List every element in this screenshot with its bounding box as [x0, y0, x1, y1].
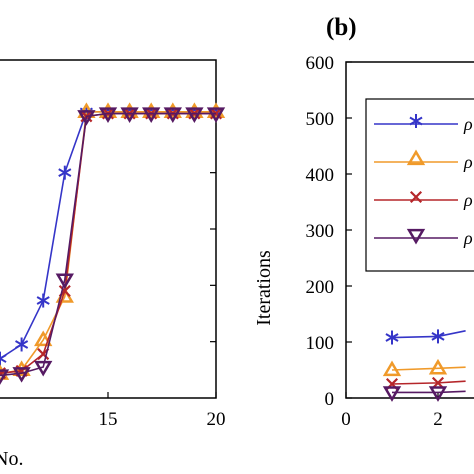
- panel-b-series-1-point: [428, 358, 448, 375]
- panel-a-x-axis-title: No.: [0, 448, 23, 470]
- panel-a-series-3-point: [98, 107, 118, 123]
- panel-b-series-2-line: [391, 380, 466, 385]
- panel-b-y-tick-label: 300: [306, 221, 335, 242]
- panel-a-series-3-point: [120, 107, 139, 123]
- panel-b-legend-marker: [406, 149, 426, 166]
- panel-a-series-0-line: [0, 111, 216, 360]
- panel-b-y-tick-label: 200: [306, 277, 335, 298]
- panel-a-series-3-point: [163, 107, 182, 123]
- panel-b-series-3-point: [428, 386, 448, 402]
- panel-a-x-tick-label: 20: [207, 409, 226, 430]
- panel-a-x-tick-label: 15: [99, 409, 118, 430]
- panel-a-series-3-point: [12, 367, 31, 383]
- panel-b-legend-marker: [409, 190, 423, 204]
- panel-a-series-3-point: [77, 110, 96, 126]
- panel-b-x-tick-label: 2: [433, 409, 443, 430]
- panel-a-series-1-point: [34, 330, 53, 347]
- panel-b-y-tick-label: 600: [306, 53, 335, 74]
- panel-a-series-3-point: [142, 107, 161, 123]
- panel-a-series-3-point: [34, 360, 53, 377]
- panel-b-series-3-point: [382, 386, 402, 402]
- panel-b-series-0-line: [391, 330, 466, 339]
- panel-b-legend-label: ρ: [463, 152, 473, 172]
- panel-b-label: (b): [326, 14, 357, 41]
- panel-b-legend-label: ρ: [463, 114, 473, 134]
- panel-b-legend-marker: [406, 228, 426, 245]
- panel-a-series-3-point: [185, 107, 204, 123]
- panel-b-legend-marker: [409, 114, 423, 128]
- panel-b-y-tick-label: 400: [306, 165, 335, 186]
- panel-b-x-tick-label: 0: [341, 409, 351, 430]
- panel-b-series-1-point: [382, 360, 402, 377]
- panel-a-series-0-point: [36, 293, 50, 308]
- panel-a-series-3-point: [206, 107, 226, 123]
- panel-b-y-tick-label: 0: [325, 389, 335, 410]
- panel-b-series-0-point: [431, 329, 445, 344]
- panel-a-series-0-point: [58, 165, 72, 180]
- panel-a-series-0-point: [0, 351, 7, 366]
- panel-a-series-3-point: [0, 369, 10, 385]
- panel-a-series-1-line: [0, 111, 216, 375]
- panel-b-legend-box: [365, 98, 474, 272]
- panel-b-series-3-line: [392, 390, 466, 394]
- panel-b-y-tick-label: 500: [306, 109, 335, 130]
- panel-b-legend-label: ρ: [463, 228, 473, 248]
- panel-a-series-3-line: [0, 112, 216, 377]
- panel-a-series-0-point: [15, 337, 29, 352]
- panel-b-y-tick-label: 100: [306, 333, 335, 354]
- panel-a-series-3-point: [55, 273, 74, 290]
- panel-b-series-0-point: [385, 330, 399, 345]
- panel-b-y-axis-title: Iterations: [253, 250, 275, 326]
- panel-a-series-2-line: [0, 112, 216, 375]
- panel-b-legend-label: ρ: [463, 190, 473, 210]
- panel-b-series-1-line: [391, 366, 466, 371]
